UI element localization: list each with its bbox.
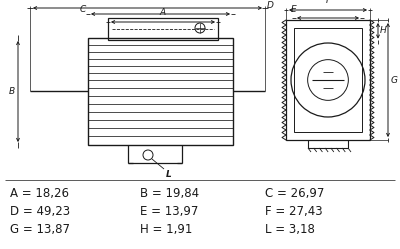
Text: C = 26,97: C = 26,97 [265, 187, 324, 199]
Text: F = 27,43: F = 27,43 [265, 204, 323, 217]
Text: E: E [291, 5, 297, 14]
Text: B: B [9, 87, 15, 96]
Text: D = 49,23: D = 49,23 [10, 204, 70, 217]
Text: A = 18,26: A = 18,26 [10, 187, 69, 199]
Text: G = 13,87: G = 13,87 [10, 223, 70, 236]
Text: L = 3,18: L = 3,18 [265, 223, 315, 236]
Bar [108, 18, 218, 40]
Text: H = 1,91: H = 1,91 [140, 223, 192, 236]
Bar [286, 20, 370, 140]
Text: H: H [380, 26, 387, 35]
Text: G: G [391, 75, 398, 84]
Text: L: L [166, 170, 172, 179]
Bar [88, 38, 233, 145]
Text: D: D [267, 0, 274, 9]
Text: A: A [160, 8, 166, 17]
Text: F: F [326, 0, 330, 5]
Text: B = 19,84: B = 19,84 [140, 187, 199, 199]
Bar [294, 28, 362, 132]
Text: C: C [80, 4, 86, 13]
Text: E = 13,97: E = 13,97 [140, 204, 198, 217]
